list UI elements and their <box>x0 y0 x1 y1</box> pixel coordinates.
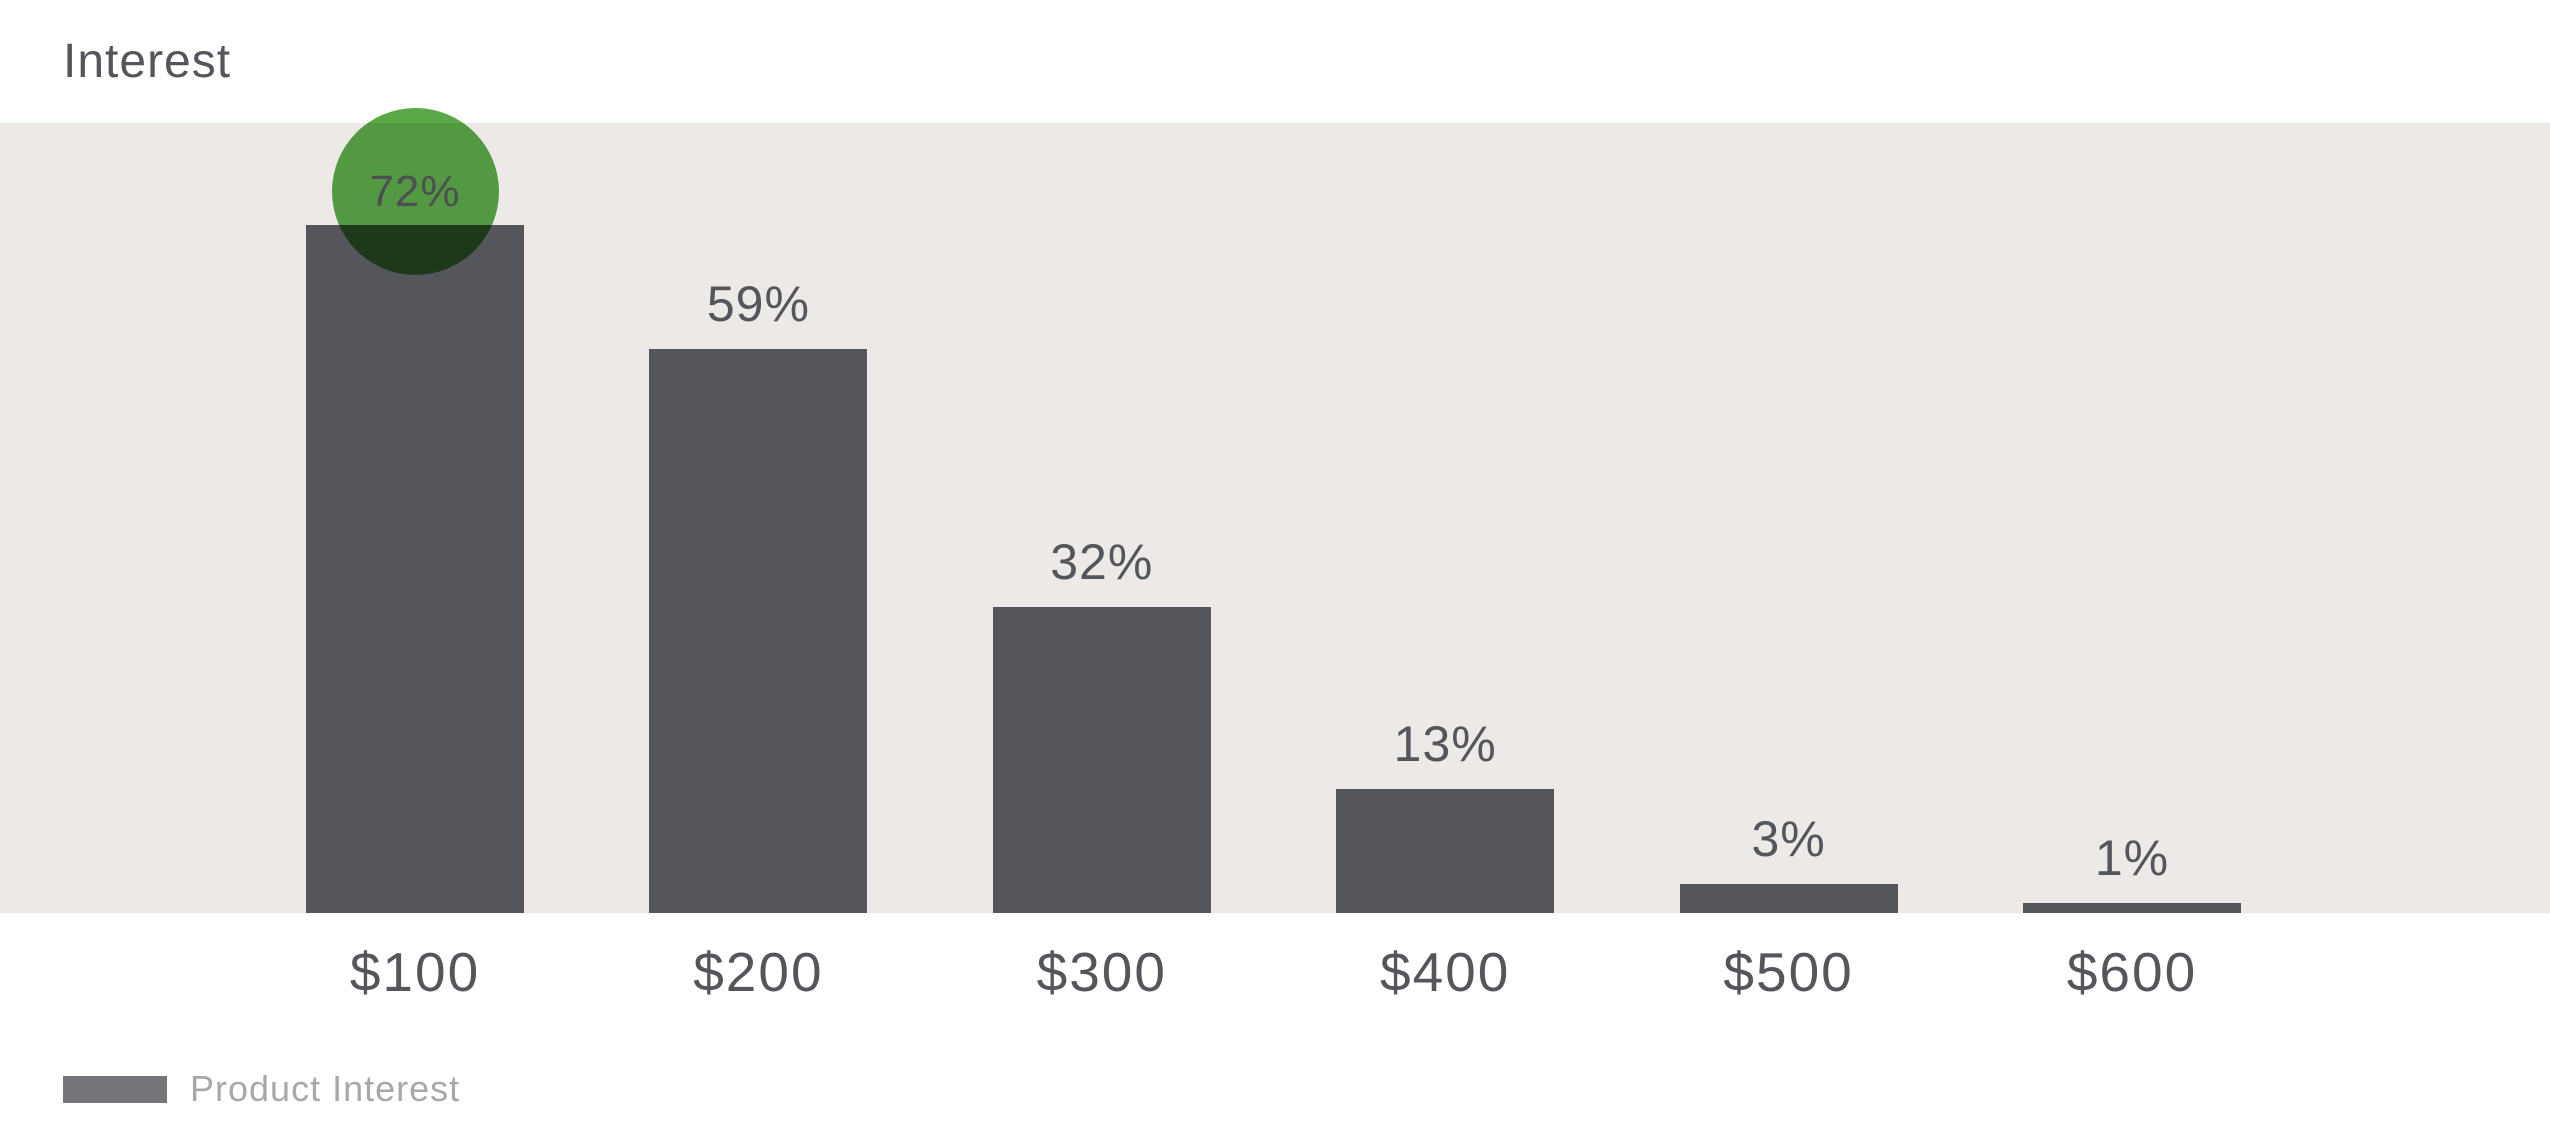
bar-value-label: 3% <box>1751 811 1826 867</box>
x-axis-label: $400 <box>1380 941 1511 1003</box>
x-axis-label: $200 <box>693 941 824 1003</box>
highlight-bubble[interactable]: 72% <box>331 108 499 275</box>
bar[interactable] <box>649 349 868 913</box>
bar-value-label: 13% <box>1393 716 1497 772</box>
legend-label: Product Interest <box>190 1068 461 1109</box>
bar[interactable] <box>1679 884 1898 913</box>
legend-item-product-interest[interactable]: Product Interest <box>63 1068 460 1109</box>
legend-swatch <box>63 1075 167 1103</box>
bar-value-label: 59% <box>706 276 810 332</box>
bar[interactable] <box>1336 789 1555 913</box>
bar[interactable] <box>306 225 524 913</box>
x-axis-label: $500 <box>1723 941 1854 1003</box>
highlight-bubble-label: 72% <box>369 166 461 216</box>
bar[interactable] <box>2023 903 2241 913</box>
bar-value-label: 1% <box>2094 830 2170 886</box>
x-axis-label: $100 <box>349 941 481 1003</box>
x-axis-label: $300 <box>1036 941 1167 1003</box>
bar-value-label: 32% <box>1050 534 1154 590</box>
chart-title: Interest <box>63 35 232 88</box>
x-axis-label: $600 <box>2066 941 2198 1003</box>
bar[interactable] <box>992 607 1211 913</box>
